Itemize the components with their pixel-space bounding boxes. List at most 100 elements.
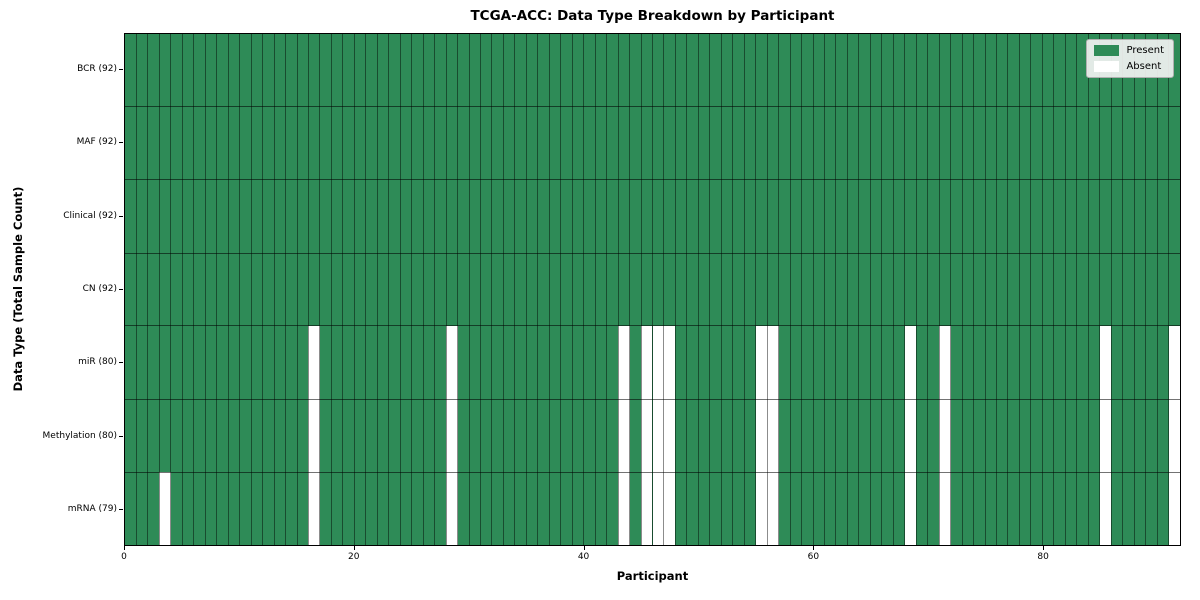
grid-line-vertical [491,34,493,545]
absent-cell [641,399,653,472]
x-axis-tick-mark [1043,546,1045,550]
grid-line-vertical [950,34,952,545]
chart-title: TCGA-ACC: Data Type Breakdown by Partici… [470,8,835,24]
absent-cell [446,326,458,399]
x-axis-tick-mark [353,546,355,550]
grid-line-horizontal [125,398,1180,400]
grid-line-horizontal [125,325,1180,327]
grid-line-vertical [1041,34,1043,545]
grid-line-vertical [193,34,195,545]
grid-line-vertical [1133,34,1135,545]
absent-cell [767,472,779,545]
absent-cell [159,472,171,545]
grid-line-vertical [422,34,424,545]
grid-line-vertical [434,34,436,545]
grid-line-vertical [594,34,596,545]
absent-cell [652,399,664,472]
legend-label-absent: Absent [1126,61,1162,72]
grid-line-vertical [927,34,929,545]
grid-line-vertical [984,34,986,545]
absent-cell [663,399,676,472]
y-tick-label: CN (92) [82,284,117,294]
grid-line-vertical [1018,34,1020,545]
grid-line-vertical [961,34,963,545]
x-tick-label: 20 [348,551,360,562]
legend-item-absent: Absent [1094,61,1164,72]
grid-line-vertical [1122,34,1124,545]
y-axis-tick-mark [119,215,123,217]
grid-line-vertical [904,34,906,545]
absent-cell [1168,326,1180,399]
absent-cell [939,472,951,545]
absent-cell [641,472,653,545]
grid-line-horizontal [125,252,1180,254]
grid-line-vertical [158,34,160,545]
grid-line-vertical [1087,34,1089,545]
grid-line-vertical [583,34,585,545]
grid-line-vertical [1053,34,1055,545]
grid-line-vertical [502,34,504,545]
grid-line-vertical [181,34,183,545]
grid-line-vertical [766,34,768,545]
grid-line-vertical [1168,34,1170,545]
grid-line-vertical [858,34,860,545]
grid-line-vertical [1064,34,1066,545]
grid-line-vertical [1156,34,1158,545]
grid-line-vertical [663,34,665,545]
grid-line-vertical [1030,34,1032,545]
grid-line-horizontal [125,106,1180,108]
grid-line-vertical [537,34,539,545]
absent-cell [446,399,458,472]
absent-cell [1099,399,1112,472]
grid-line-vertical [1007,34,1009,545]
grid-line-vertical [824,34,825,545]
absent-cell [755,399,768,472]
y-axis-tick-mark [119,69,123,71]
x-tick-label: 0 [121,551,127,562]
absent-cell [755,472,768,545]
absent-cell [1099,326,1112,399]
y-axis-tick-mark [119,362,123,364]
legend-label-present: Present [1126,45,1164,56]
grid-line-vertical [617,34,619,545]
absent-cell [904,399,917,472]
absent-cell [1168,399,1180,472]
absent-cell [1168,472,1180,545]
grid-line-vertical [353,34,355,545]
absent-cell [663,326,676,399]
absent-cell [767,399,779,472]
grid-line-vertical [1110,34,1112,545]
grid-line-vertical [285,34,287,545]
grid-line-vertical [789,34,791,545]
legend-swatch-absent [1094,61,1120,72]
grid-line-vertical [640,34,642,545]
x-axis-label: Participant [616,569,689,583]
absent-cell [618,326,630,399]
grid-line-vertical [720,34,722,545]
absent-cell [652,472,664,545]
grid-line-vertical [548,34,550,545]
y-tick-label: Methylation (80) [42,430,117,441]
grid-line-horizontal [125,179,1180,181]
grid-line-vertical [812,34,814,545]
x-tick-label: 60 [807,551,820,562]
absent-cell [446,472,458,545]
grid-line-vertical [170,34,172,545]
grid-line-vertical [468,34,470,545]
grid-line-vertical [319,34,321,545]
grid-line-vertical [996,34,998,545]
grid-line-horizontal [125,471,1180,473]
grid-line-vertical [778,34,780,545]
grid-line-vertical [686,34,688,545]
grid-line-vertical [514,34,516,545]
grid-line-vertical [652,34,653,545]
grid-line-vertical [250,34,252,545]
grid-line-vertical [743,34,745,545]
grid-line-vertical [525,34,527,545]
grid-line-vertical [273,34,275,545]
grid-line-vertical [732,34,734,545]
grid-line-vertical [457,34,459,545]
grid-line-vertical [709,34,711,545]
grid-line-vertical [571,34,573,545]
y-tick-label: BCR (92) [77,64,117,75]
